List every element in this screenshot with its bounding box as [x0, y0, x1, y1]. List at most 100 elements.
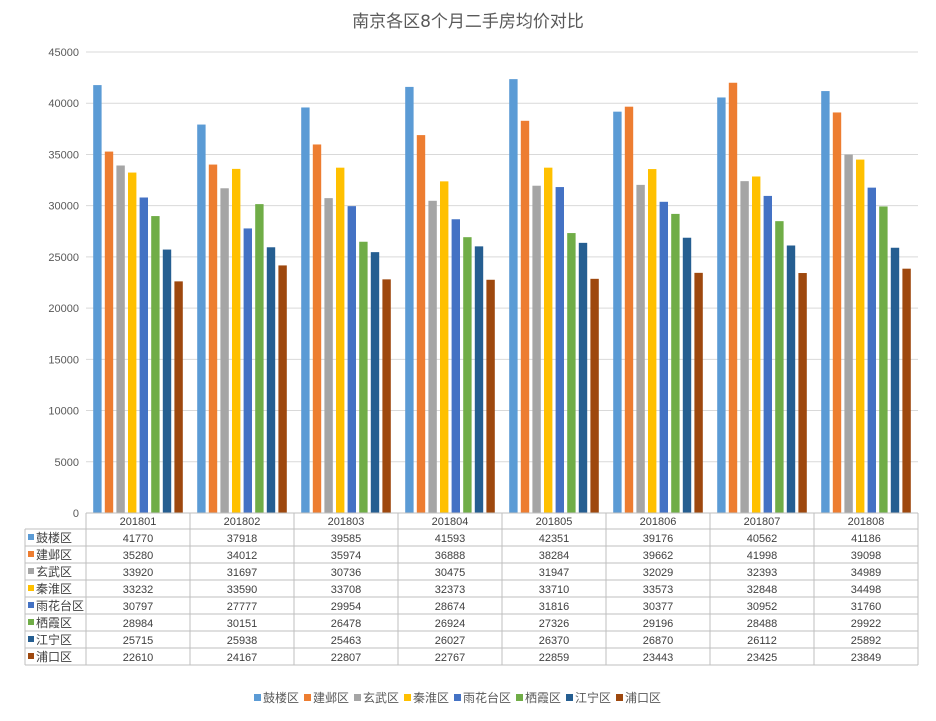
legend-label: 玄武区 — [363, 690, 399, 705]
y-tick-label: 10000 — [48, 406, 79, 418]
bar — [659, 201, 668, 513]
table-cell-value: 29196 — [643, 618, 674, 630]
legend: 鼓楼区 建邺区 玄武区 秦淮区 雨花台区 栖霞区 江宁区 浦口区 — [254, 690, 661, 705]
bar — [139, 197, 148, 514]
table-cell-value: 33232 — [123, 584, 154, 596]
table-cell-value: 29922 — [851, 618, 882, 630]
bar — [405, 86, 414, 513]
table-cell-value: 31816 — [539, 601, 570, 613]
table-cell-value: 33573 — [643, 584, 674, 596]
legend-label: 雨花台区 — [463, 690, 511, 705]
y-tick-label: 0 — [73, 508, 79, 520]
table-cell-value: 22807 — [331, 652, 362, 664]
watermark-text: 房产南京 — [812, 672, 884, 693]
x-category-label: 201801 — [120, 516, 157, 528]
bar — [821, 91, 830, 513]
table-cell-value: 39662 — [643, 550, 674, 562]
legend-label: 建邺区 — [313, 691, 349, 705]
table-cell-value: 41186 — [851, 533, 881, 545]
table-cell-value: 28674 — [435, 601, 466, 613]
bar — [590, 278, 599, 513]
bar — [243, 228, 252, 513]
table-legend-key — [28, 534, 34, 540]
x-category-label: 201803 — [328, 516, 365, 528]
table-legend-key — [28, 551, 34, 557]
bar — [740, 181, 749, 513]
bar — [312, 144, 322, 513]
legend-key — [616, 694, 623, 701]
table-legend-key — [28, 602, 34, 608]
bar — [867, 187, 876, 513]
table-cell-value: 39098 — [851, 550, 882, 562]
table-cell-value: 23443 — [643, 652, 674, 664]
bar — [636, 184, 645, 514]
bar — [613, 111, 622, 514]
bar — [232, 168, 241, 514]
bar — [798, 273, 807, 513]
bar — [902, 268, 911, 513]
bar — [509, 79, 518, 513]
table-cell-value: 26870 — [643, 635, 674, 647]
bar — [879, 206, 888, 513]
table-cell-value: 34012 — [227, 550, 258, 562]
table-row-label: 雨花台区 — [36, 598, 84, 613]
table-cell-value: 22610 — [123, 652, 154, 664]
table-cell-value: 26924 — [435, 618, 466, 630]
table-cell-value: 27326 — [539, 618, 570, 630]
legend-key — [354, 694, 361, 701]
bar — [428, 200, 437, 514]
table-cell-value: 34989 — [851, 567, 882, 579]
table-cell-value: 22767 — [435, 652, 466, 664]
table-cell-value: 32029 — [643, 567, 674, 579]
chart-title: 南京各区8个月二手房均价对比 — [352, 12, 584, 32]
table-row-label: 栖霞区 — [36, 615, 72, 630]
table-legend-key — [28, 653, 34, 659]
bar — [775, 221, 784, 514]
bar — [347, 206, 356, 513]
table-row-label: 秦淮区 — [36, 582, 72, 596]
bar — [532, 185, 541, 513]
legend-label: 栖霞区 — [525, 690, 561, 705]
legend-key — [254, 694, 261, 701]
bar — [694, 272, 703, 513]
table-cell-value: 26027 — [435, 635, 466, 647]
table-cell-value: 33590 — [227, 584, 258, 596]
table-legend-key — [28, 619, 34, 625]
bar — [682, 237, 692, 513]
table-cell-value: 30736 — [331, 567, 362, 579]
x-category-label: 201804 — [432, 516, 469, 528]
bar — [844, 154, 853, 513]
table-cell-value: 31697 — [227, 567, 258, 579]
y-tick-label: 40000 — [48, 98, 79, 110]
table-cell-value: 29954 — [331, 601, 362, 613]
table-cell-value: 26112 — [747, 635, 777, 647]
bar — [208, 164, 218, 513]
bar — [93, 85, 102, 514]
bar — [624, 106, 634, 513]
table-cell-value: 35280 — [123, 550, 154, 562]
y-tick-label: 35000 — [48, 149, 79, 161]
table-row-label: 浦口区 — [36, 650, 72, 664]
legend-label: 鼓楼区 — [263, 690, 299, 705]
x-category-label: 201808 — [848, 516, 885, 528]
table-cell-value: 27777 — [227, 601, 258, 613]
bar — [555, 187, 564, 514]
bar — [220, 188, 229, 513]
bar — [752, 176, 761, 514]
x-category-label: 201802 — [224, 516, 261, 528]
bar — [104, 151, 114, 514]
bar — [728, 82, 738, 514]
y-tick-label: 20000 — [48, 303, 79, 315]
legend-key — [404, 694, 411, 701]
bar — [174, 281, 183, 513]
watermark: 房产南京 — [782, 672, 884, 694]
table-cell-value: 40562 — [747, 533, 778, 545]
table-legend-key — [28, 568, 34, 574]
bar — [786, 245, 796, 513]
table-cell-value: 33710 — [539, 584, 570, 596]
wechat-icon — [782, 672, 808, 694]
bar — [486, 279, 495, 513]
bar — [128, 172, 137, 513]
table-cell-value: 30475 — [435, 567, 466, 579]
